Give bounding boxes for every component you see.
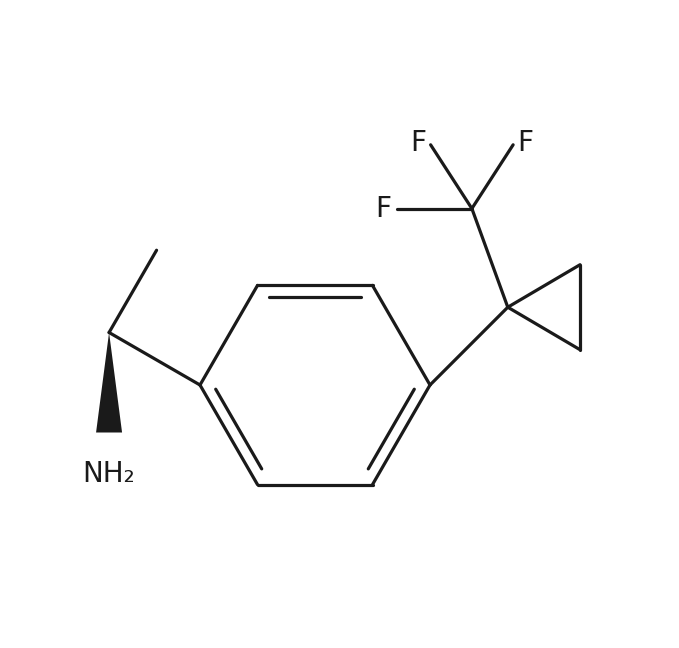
- Text: F: F: [375, 194, 391, 222]
- Text: F: F: [411, 129, 426, 157]
- Polygon shape: [96, 332, 122, 432]
- Text: F: F: [517, 129, 533, 157]
- Text: NH₂: NH₂: [83, 461, 135, 489]
